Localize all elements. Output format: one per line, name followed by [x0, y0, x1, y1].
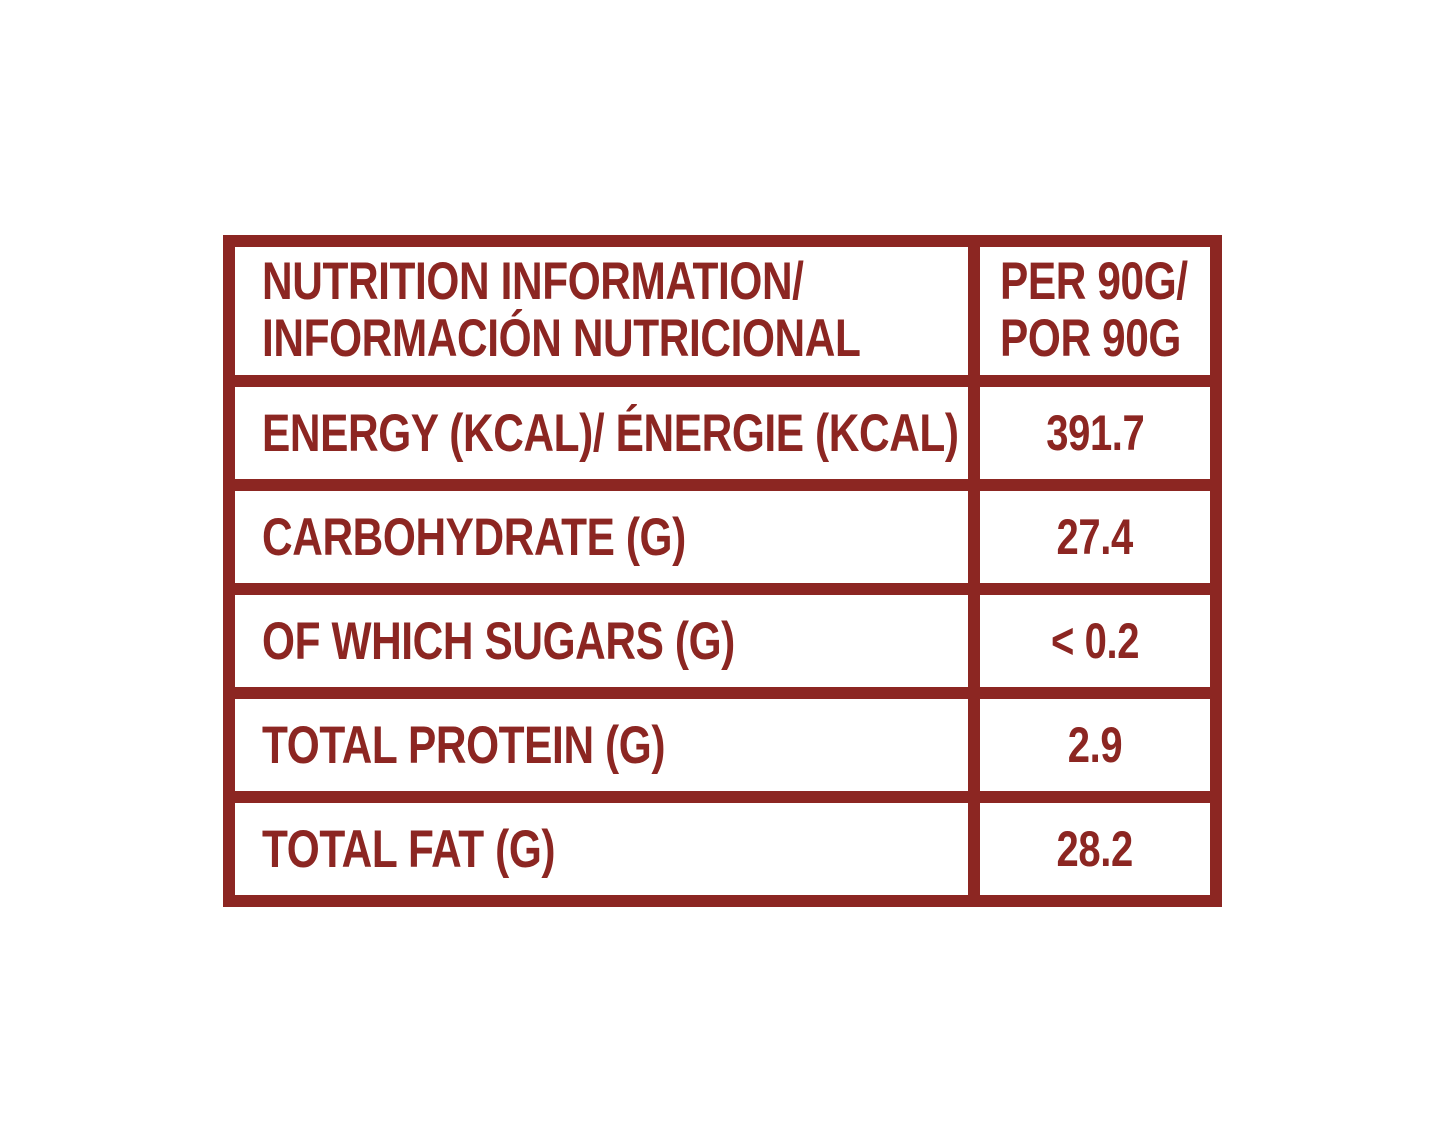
energy-label: ENERGY (KCAL)/ ÉNERGIE (KCAL) [262, 403, 959, 463]
carbohydrate-value: 27.4 [1056, 509, 1134, 565]
header-unit: PER 90G/ POR 90G [1000, 254, 1210, 367]
energy-value-cell: 391.7 [980, 387, 1210, 479]
carbohydrate-label: CARBOHYDRATE (G) [262, 507, 686, 567]
energy-label-cell: ENERGY (KCAL)/ ÉNERGIE (KCAL) [235, 387, 968, 479]
fat-label-cell: TOTAL FAT (G) [235, 803, 968, 895]
fat-label: TOTAL FAT (G) [262, 819, 556, 879]
header-title-cell: NUTRITION INFORMATION/ INFORMACIÓN NUTRI… [235, 247, 968, 375]
header-unit-line1: PER 90G/ [1000, 252, 1188, 312]
protein-label-cell: TOTAL PROTEIN (G) [235, 699, 968, 791]
fat-value: 28.2 [1056, 821, 1134, 877]
protein-label: TOTAL PROTEIN (G) [262, 715, 666, 775]
sugars-label: OF WHICH SUGARS (G) [262, 611, 735, 671]
header-title: NUTRITION INFORMATION/ INFORMACIÓN NUTRI… [262, 254, 968, 367]
sugars-value-cell: < 0.2 [980, 595, 1210, 687]
nutrition-table: NUTRITION INFORMATION/ INFORMACIÓN NUTRI… [223, 235, 1222, 907]
header-title-line2: INFORMACIÓN NUTRICIONAL [262, 309, 861, 368]
header-title-line1: NUTRITION INFORMATION/ [262, 252, 804, 312]
header-unit-cell: PER 90G/ POR 90G [980, 247, 1210, 375]
header-unit-line2: POR 90G [1000, 309, 1182, 368]
protein-value-cell: 2.9 [980, 699, 1210, 791]
protein-value: 2.9 [1067, 717, 1123, 773]
sugars-value: < 0.2 [1050, 613, 1140, 669]
carbohydrate-value-cell: 27.4 [980, 491, 1210, 583]
sugars-label-cell: OF WHICH SUGARS (G) [235, 595, 968, 687]
carbohydrate-label-cell: CARBOHYDRATE (G) [235, 491, 968, 583]
fat-value-cell: 28.2 [980, 803, 1210, 895]
energy-value: 391.7 [1045, 405, 1145, 461]
